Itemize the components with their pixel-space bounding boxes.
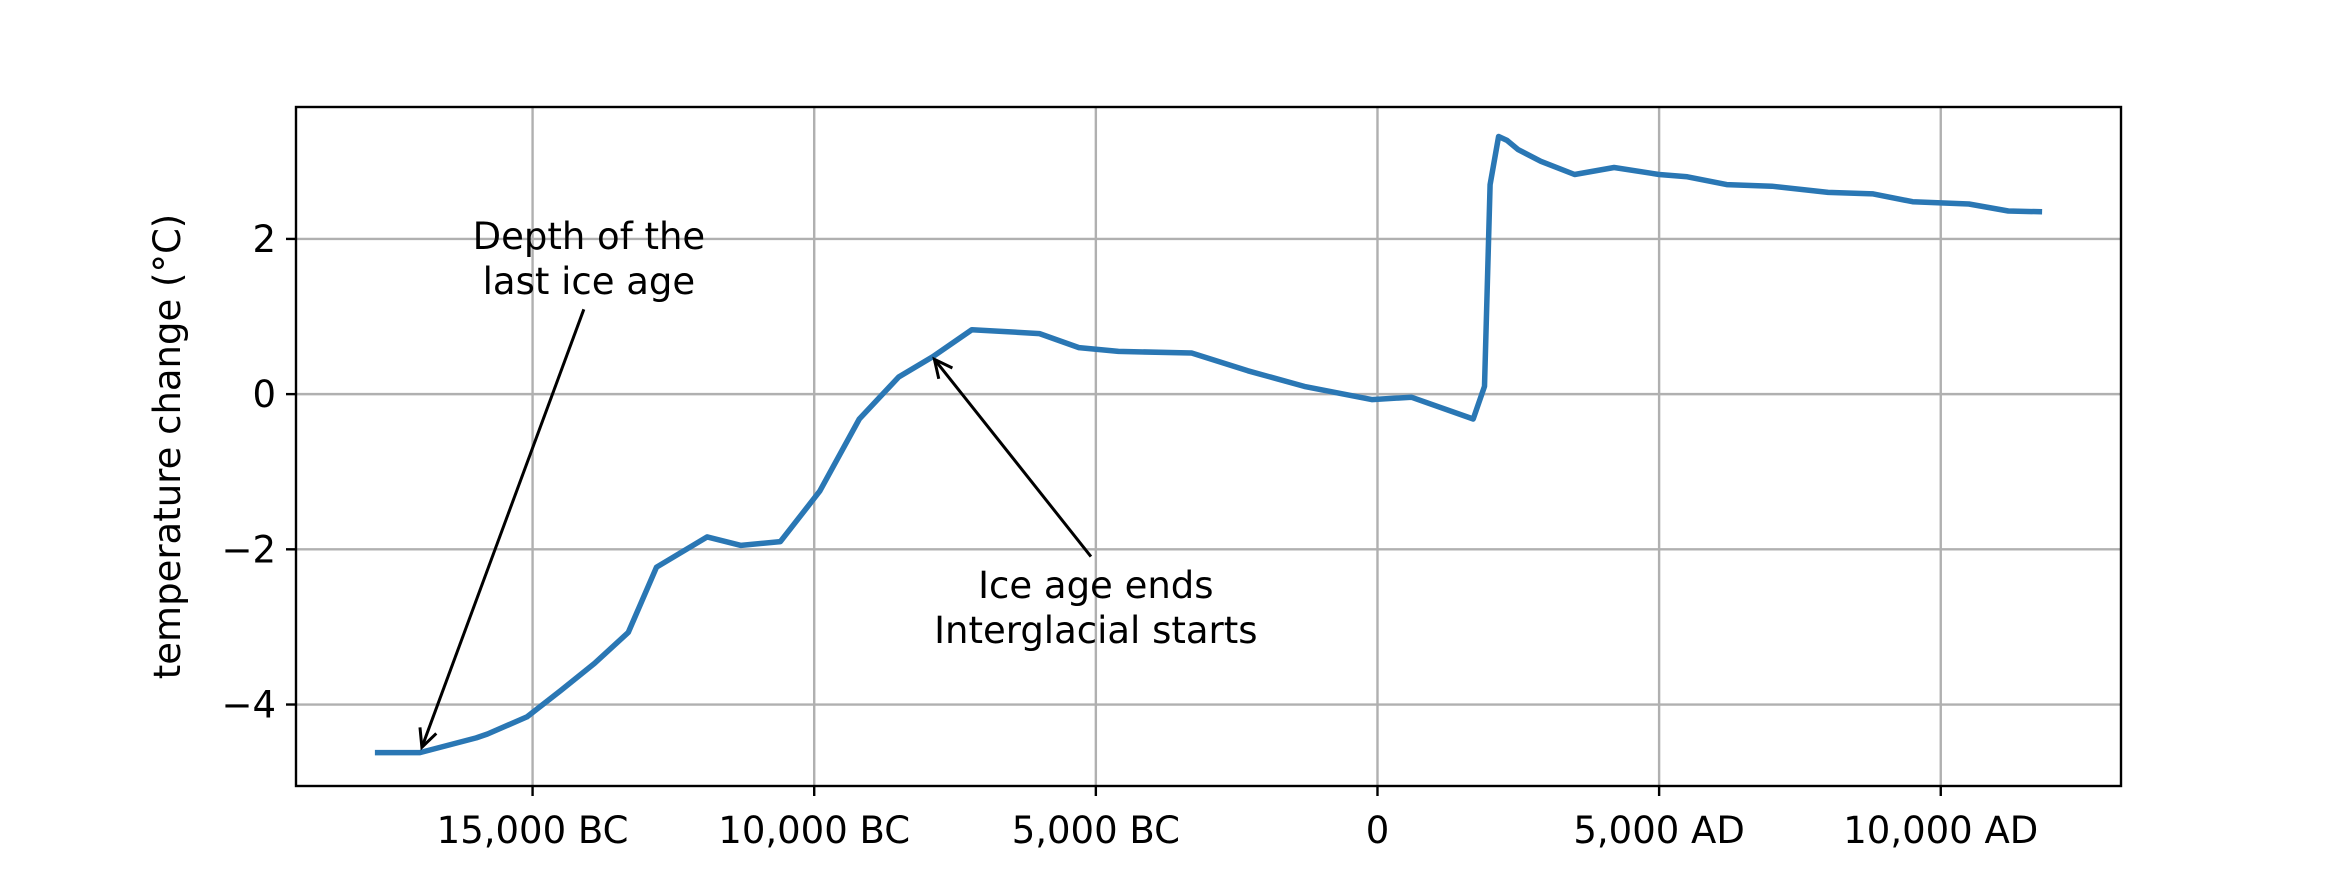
axes-frame: [294, 105, 2123, 788]
annotation-text: Ice age ends: [978, 564, 1213, 607]
y-tick-label: −4: [221, 684, 276, 727]
x-tick-label: 5,000 AD: [1573, 809, 1745, 852]
annotation-text: Interglacial starts: [934, 609, 1257, 652]
annotation-text: last ice age: [483, 260, 696, 303]
annotation-arrow: [933, 358, 1093, 558]
ticks: 15,000 BC 10,000 BC 5,000 BC 0 5,000 AD 10,00…: [221, 218, 2038, 852]
arrow-head: [418, 727, 438, 751]
x-tick-label: 10,000 BC: [718, 809, 910, 852]
annotation-arrow: [420, 308, 586, 748]
x-tick-label: 0: [1366, 809, 1390, 852]
y-axis-label: temperature change (°C): [146, 214, 189, 679]
x-tick-label: 10,000 AD: [1843, 809, 2038, 852]
arrow-head: [932, 356, 954, 380]
x-tick-label: 15,000 BC: [437, 809, 629, 852]
series-layer: [374, 133, 2043, 756]
annotation-text: Depth of the: [473, 215, 706, 258]
temperature-series-line: [374, 133, 2043, 756]
x-tick-label: 5,000 BC: [1012, 809, 1180, 852]
y-tick-label: 2: [252, 218, 276, 261]
y-tick-label: 0: [252, 373, 276, 416]
y-tick-label: −2: [221, 528, 276, 571]
grid: [296, 107, 2121, 786]
